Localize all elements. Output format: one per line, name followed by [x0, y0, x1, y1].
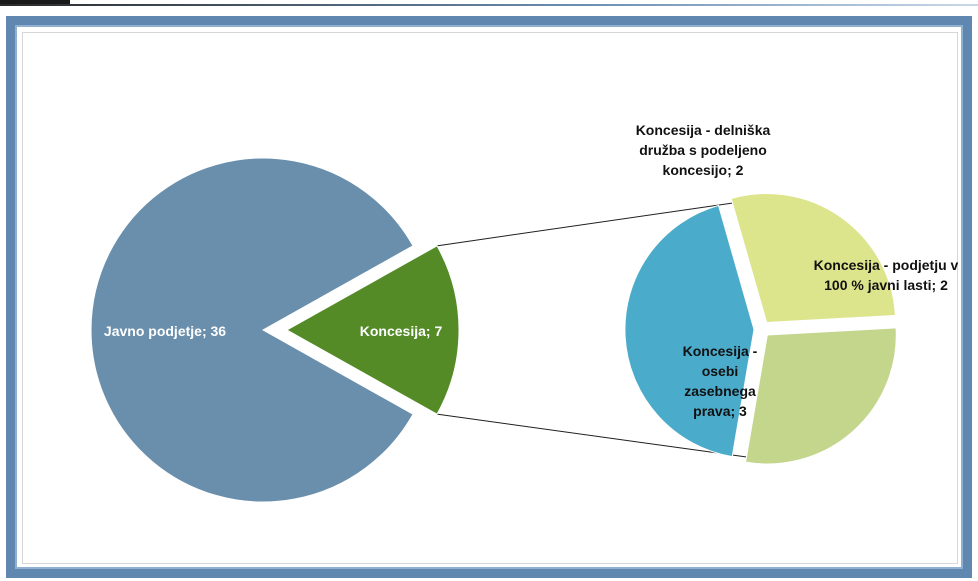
- slice-javno-podjetje: [90, 157, 414, 503]
- label-javno-podjetje: Javno podjetje; 36: [104, 323, 226, 339]
- label-zasebnega-prava: Koncesija -osebi zasebnega prava; 3: [683, 343, 758, 419]
- label-koncesija: Koncesija; 7: [360, 323, 443, 339]
- slice-zasebnega-prava: [624, 204, 755, 458]
- data-labels: Javno podjetje; 36 Koncesija; 7 Koncesija …: [104, 122, 959, 419]
- top-bar-line: [0, 4, 978, 6]
- connector-bottom: [436, 413, 749, 458]
- main-pie: [90, 157, 460, 503]
- connector-top: [436, 200, 749, 247]
- slice-koncesija: [285, 245, 460, 415]
- label-javni-lasti: Koncesija - podjetju v 100 % javni lasti;…: [814, 257, 959, 293]
- connector-lines: [436, 200, 749, 458]
- top-bar-accent: [0, 0, 70, 4]
- secondary-pie: [624, 193, 897, 465]
- label-delniska-druzba: Koncesija - delniška družba s podeljeno ko…: [636, 122, 771, 178]
- slice-javni-lasti: [745, 327, 897, 465]
- slice-delniska-druzba: [730, 193, 896, 324]
